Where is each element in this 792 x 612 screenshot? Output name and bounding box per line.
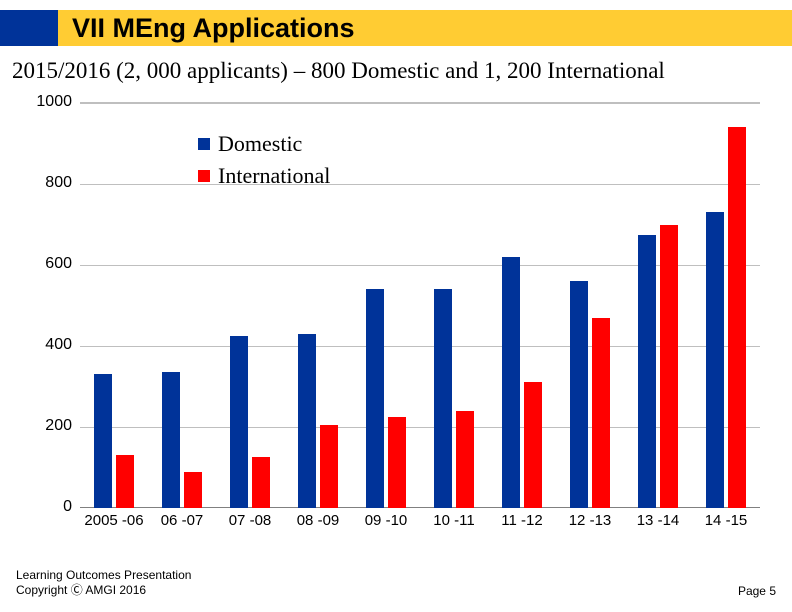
x-tick-label: 06 -07: [148, 512, 216, 529]
legend-swatch-international: [198, 170, 210, 182]
footer-line1: Learning Outcomes Presentation: [16, 568, 191, 583]
bar-domestic: [638, 235, 656, 508]
grid-line: [80, 103, 760, 104]
bar-international: [728, 127, 746, 508]
x-tick-label: 07 -08: [216, 512, 284, 529]
bar-domestic: [94, 374, 112, 508]
bar-domestic: [162, 372, 180, 508]
y-tick-label: 1000: [24, 93, 72, 111]
bar-international: [660, 225, 678, 509]
slide-subtitle: 2015/2016 (2, 000 applicants) – 800 Dome…: [12, 58, 780, 84]
y-tick-label: 800: [24, 174, 72, 192]
bar-domestic: [434, 289, 452, 508]
bar-international: [184, 472, 202, 508]
x-tick-label: 12 -13: [556, 512, 624, 529]
y-tick-label: 600: [24, 255, 72, 273]
bar-international: [116, 455, 134, 508]
legend-item-domestic: Domestic: [198, 131, 330, 157]
x-tick-label: 14 -15: [692, 512, 760, 529]
x-tick-label: 10 -11: [420, 512, 488, 529]
footer-line2: Copyright Ⓒ AMGI 2016: [16, 583, 191, 598]
bar-international: [524, 382, 542, 508]
bar-international: [456, 411, 474, 508]
bar-domestic: [502, 257, 520, 508]
bar-domestic: [366, 289, 384, 508]
x-tick-label: 13 -14: [624, 512, 692, 529]
applications-chart: 02004006008001000 Domestic International…: [24, 98, 768, 538]
legend-label-domestic: Domestic: [218, 131, 302, 157]
bar-domestic: [298, 334, 316, 508]
grid-line: [80, 184, 760, 185]
grid-line: [80, 427, 760, 428]
x-tick-label: 08 -09: [284, 512, 352, 529]
bar-domestic: [230, 336, 248, 508]
plot-area: Domestic International: [80, 102, 760, 508]
bar-international: [592, 318, 610, 508]
bar-international: [320, 425, 338, 508]
legend-swatch-domestic: [198, 138, 210, 150]
x-tick-label: 09 -10: [352, 512, 420, 529]
x-tick-label: 2005 -06: [80, 512, 148, 529]
y-tick-label: 0: [24, 498, 72, 516]
chart-legend: Domestic International: [198, 131, 330, 195]
legend-item-international: International: [198, 163, 330, 189]
y-tick-label: 200: [24, 417, 72, 435]
slide-root: VII MEng Applications 2015/2016 (2, 000 …: [0, 0, 792, 612]
title-accent-block: [0, 10, 58, 46]
bar-international: [252, 457, 270, 508]
slide-title: VII MEng Applications: [58, 13, 355, 44]
legend-label-international: International: [218, 163, 330, 189]
title-bar: VII MEng Applications: [0, 10, 792, 46]
bar-domestic: [570, 281, 588, 508]
title-gold-band: VII MEng Applications: [58, 10, 792, 46]
x-axis-line: [80, 507, 760, 508]
bar-domestic: [706, 212, 724, 508]
footer-left: Learning Outcomes Presentation Copyright…: [16, 568, 191, 598]
bar-international: [388, 417, 406, 508]
grid-line: [80, 265, 760, 266]
footer-page-number: Page 5: [738, 584, 776, 598]
y-tick-label: 400: [24, 336, 72, 354]
x-tick-label: 11 -12: [488, 512, 556, 529]
grid-line: [80, 346, 760, 347]
